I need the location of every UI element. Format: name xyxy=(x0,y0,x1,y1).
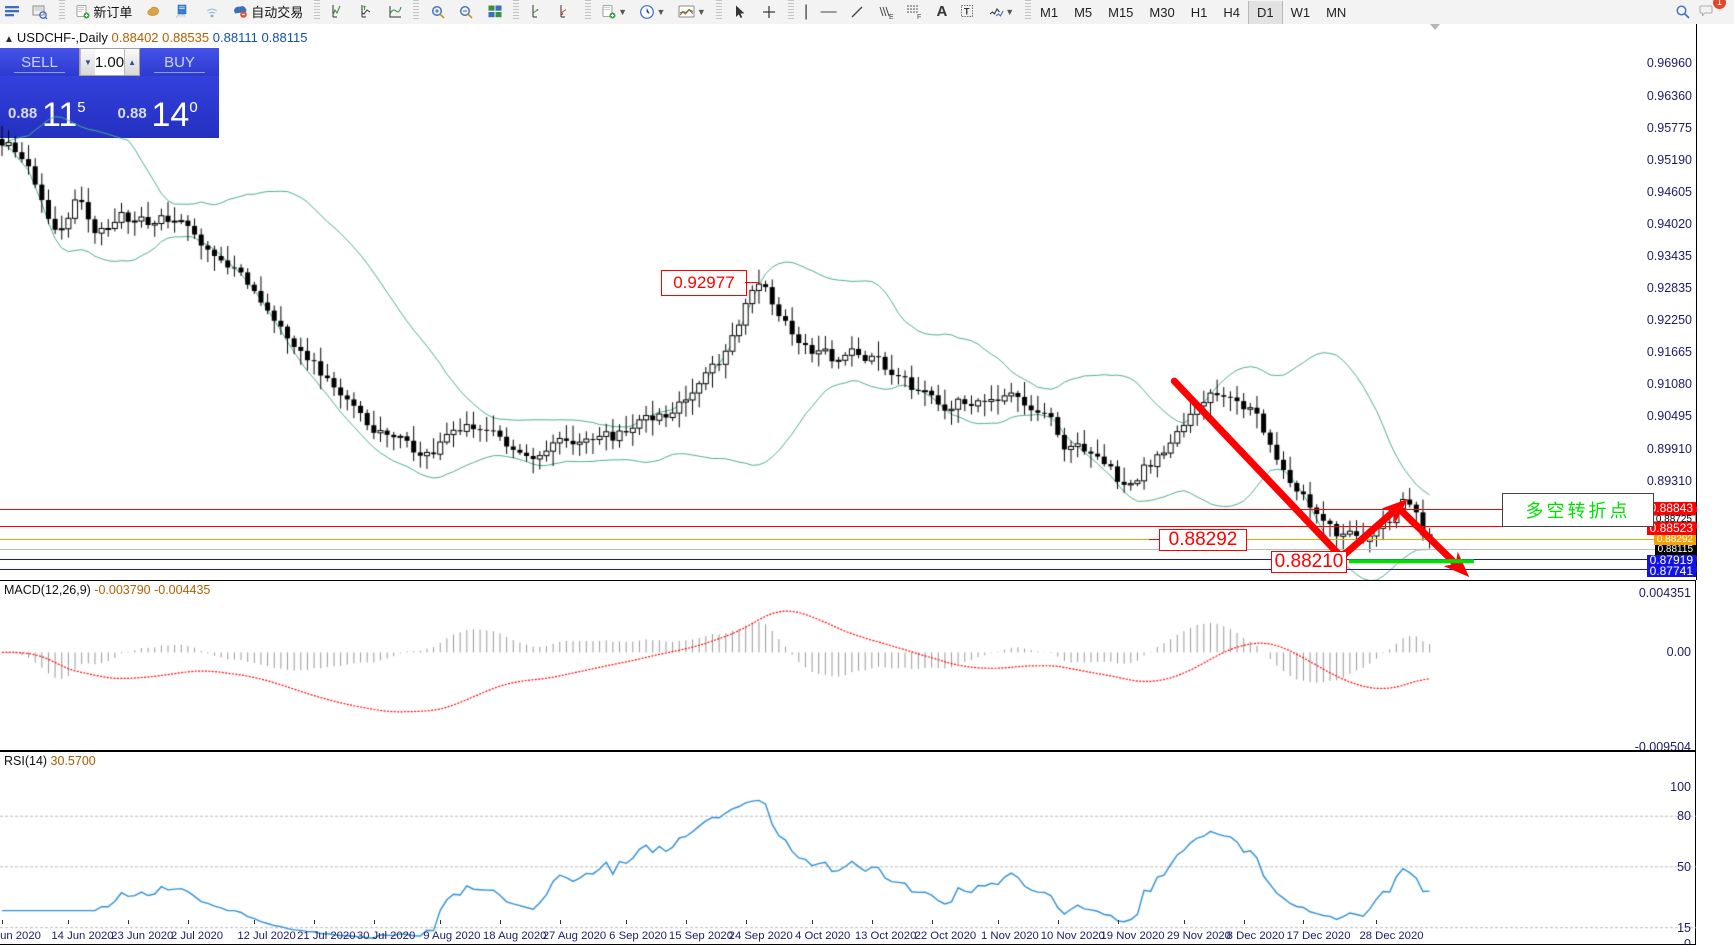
svg-text:T: T xyxy=(964,6,970,16)
svg-text:E: E xyxy=(889,14,894,20)
svg-text:F: F xyxy=(917,14,921,20)
